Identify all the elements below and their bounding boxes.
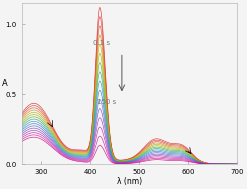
Text: 0.1 s: 0.1 s xyxy=(93,40,110,46)
Y-axis label: A: A xyxy=(1,79,7,88)
Text: 150 s: 150 s xyxy=(97,99,117,105)
X-axis label: λ (nm): λ (nm) xyxy=(117,177,142,186)
